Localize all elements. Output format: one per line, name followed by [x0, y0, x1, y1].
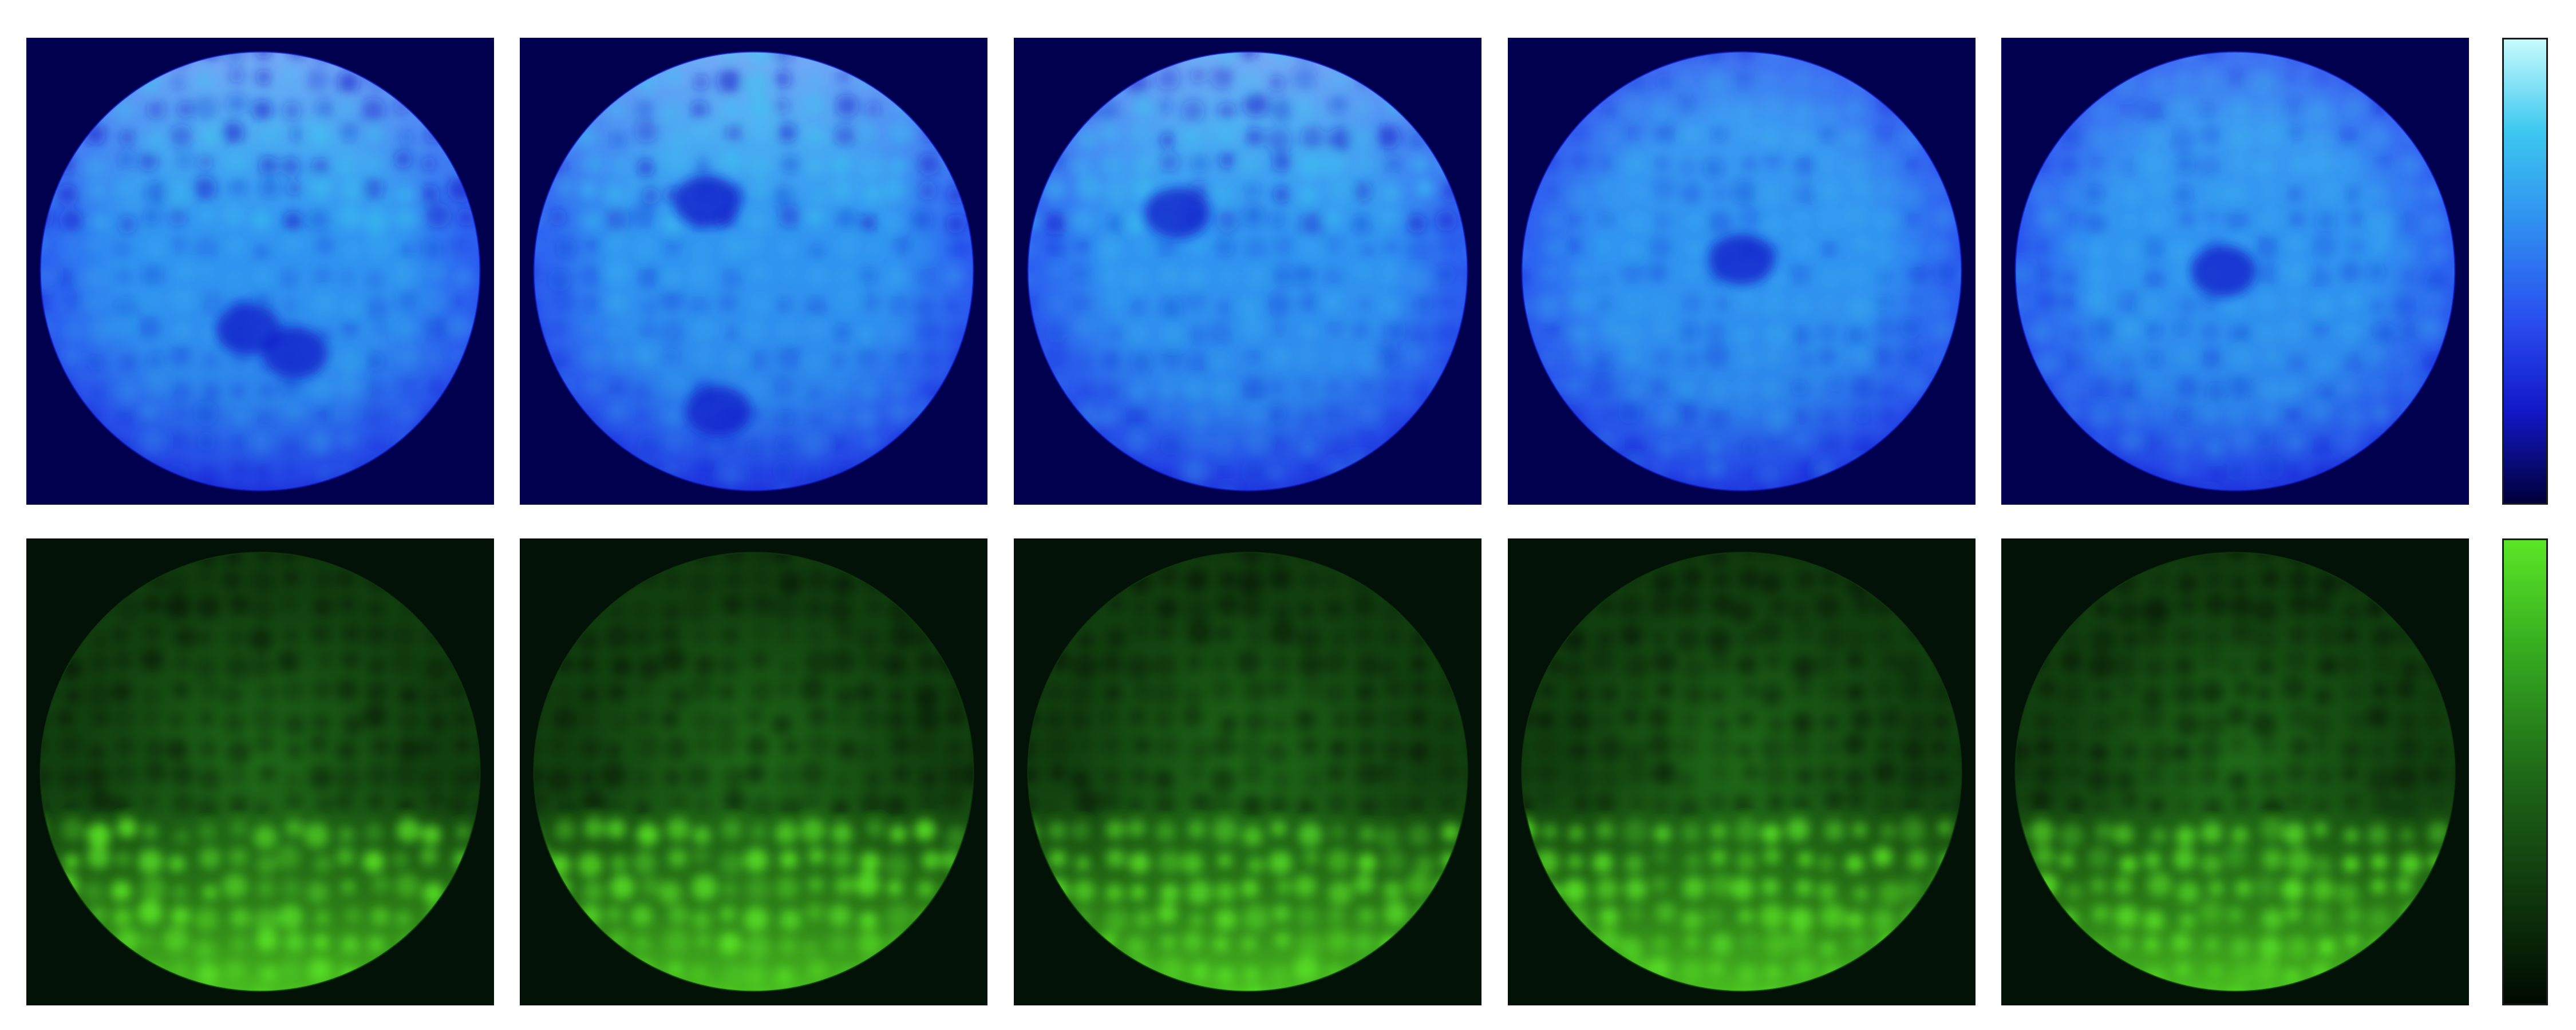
- blue-panel-image-1: [26, 38, 494, 505]
- blue-panel-1: [26, 38, 494, 505]
- blue-panel-4: [1508, 38, 1976, 505]
- blue-panel-image-3: [1014, 38, 1481, 505]
- green-panel-image-2: [520, 538, 987, 1005]
- green-panel-2: [520, 538, 987, 1005]
- green-panel-image-5: [2001, 538, 2469, 1005]
- green-panel-image-4: [1508, 538, 1976, 1005]
- green-panel-4: [1508, 538, 1976, 1005]
- blue-colorbar: [2502, 38, 2548, 505]
- blue-panel-2: [520, 38, 987, 505]
- green-panel-3: [1014, 538, 1481, 1005]
- green-panel-5: [2001, 538, 2469, 1005]
- blue-panel-image-4: [1508, 38, 1976, 505]
- green-channel-row: [0, 538, 2576, 1005]
- green-panel-1: [26, 538, 494, 1005]
- blue-channel-row: [0, 38, 2576, 505]
- green-panel-image-3: [1014, 538, 1481, 1005]
- blue-panel-3: [1014, 38, 1481, 505]
- green-panel-image-1: [26, 538, 494, 1005]
- blue-panel-image-5: [2001, 38, 2469, 505]
- green-colorbar: [2502, 538, 2548, 1005]
- blue-panel-image-2: [520, 38, 987, 505]
- blue-panel-5: [2001, 38, 2469, 505]
